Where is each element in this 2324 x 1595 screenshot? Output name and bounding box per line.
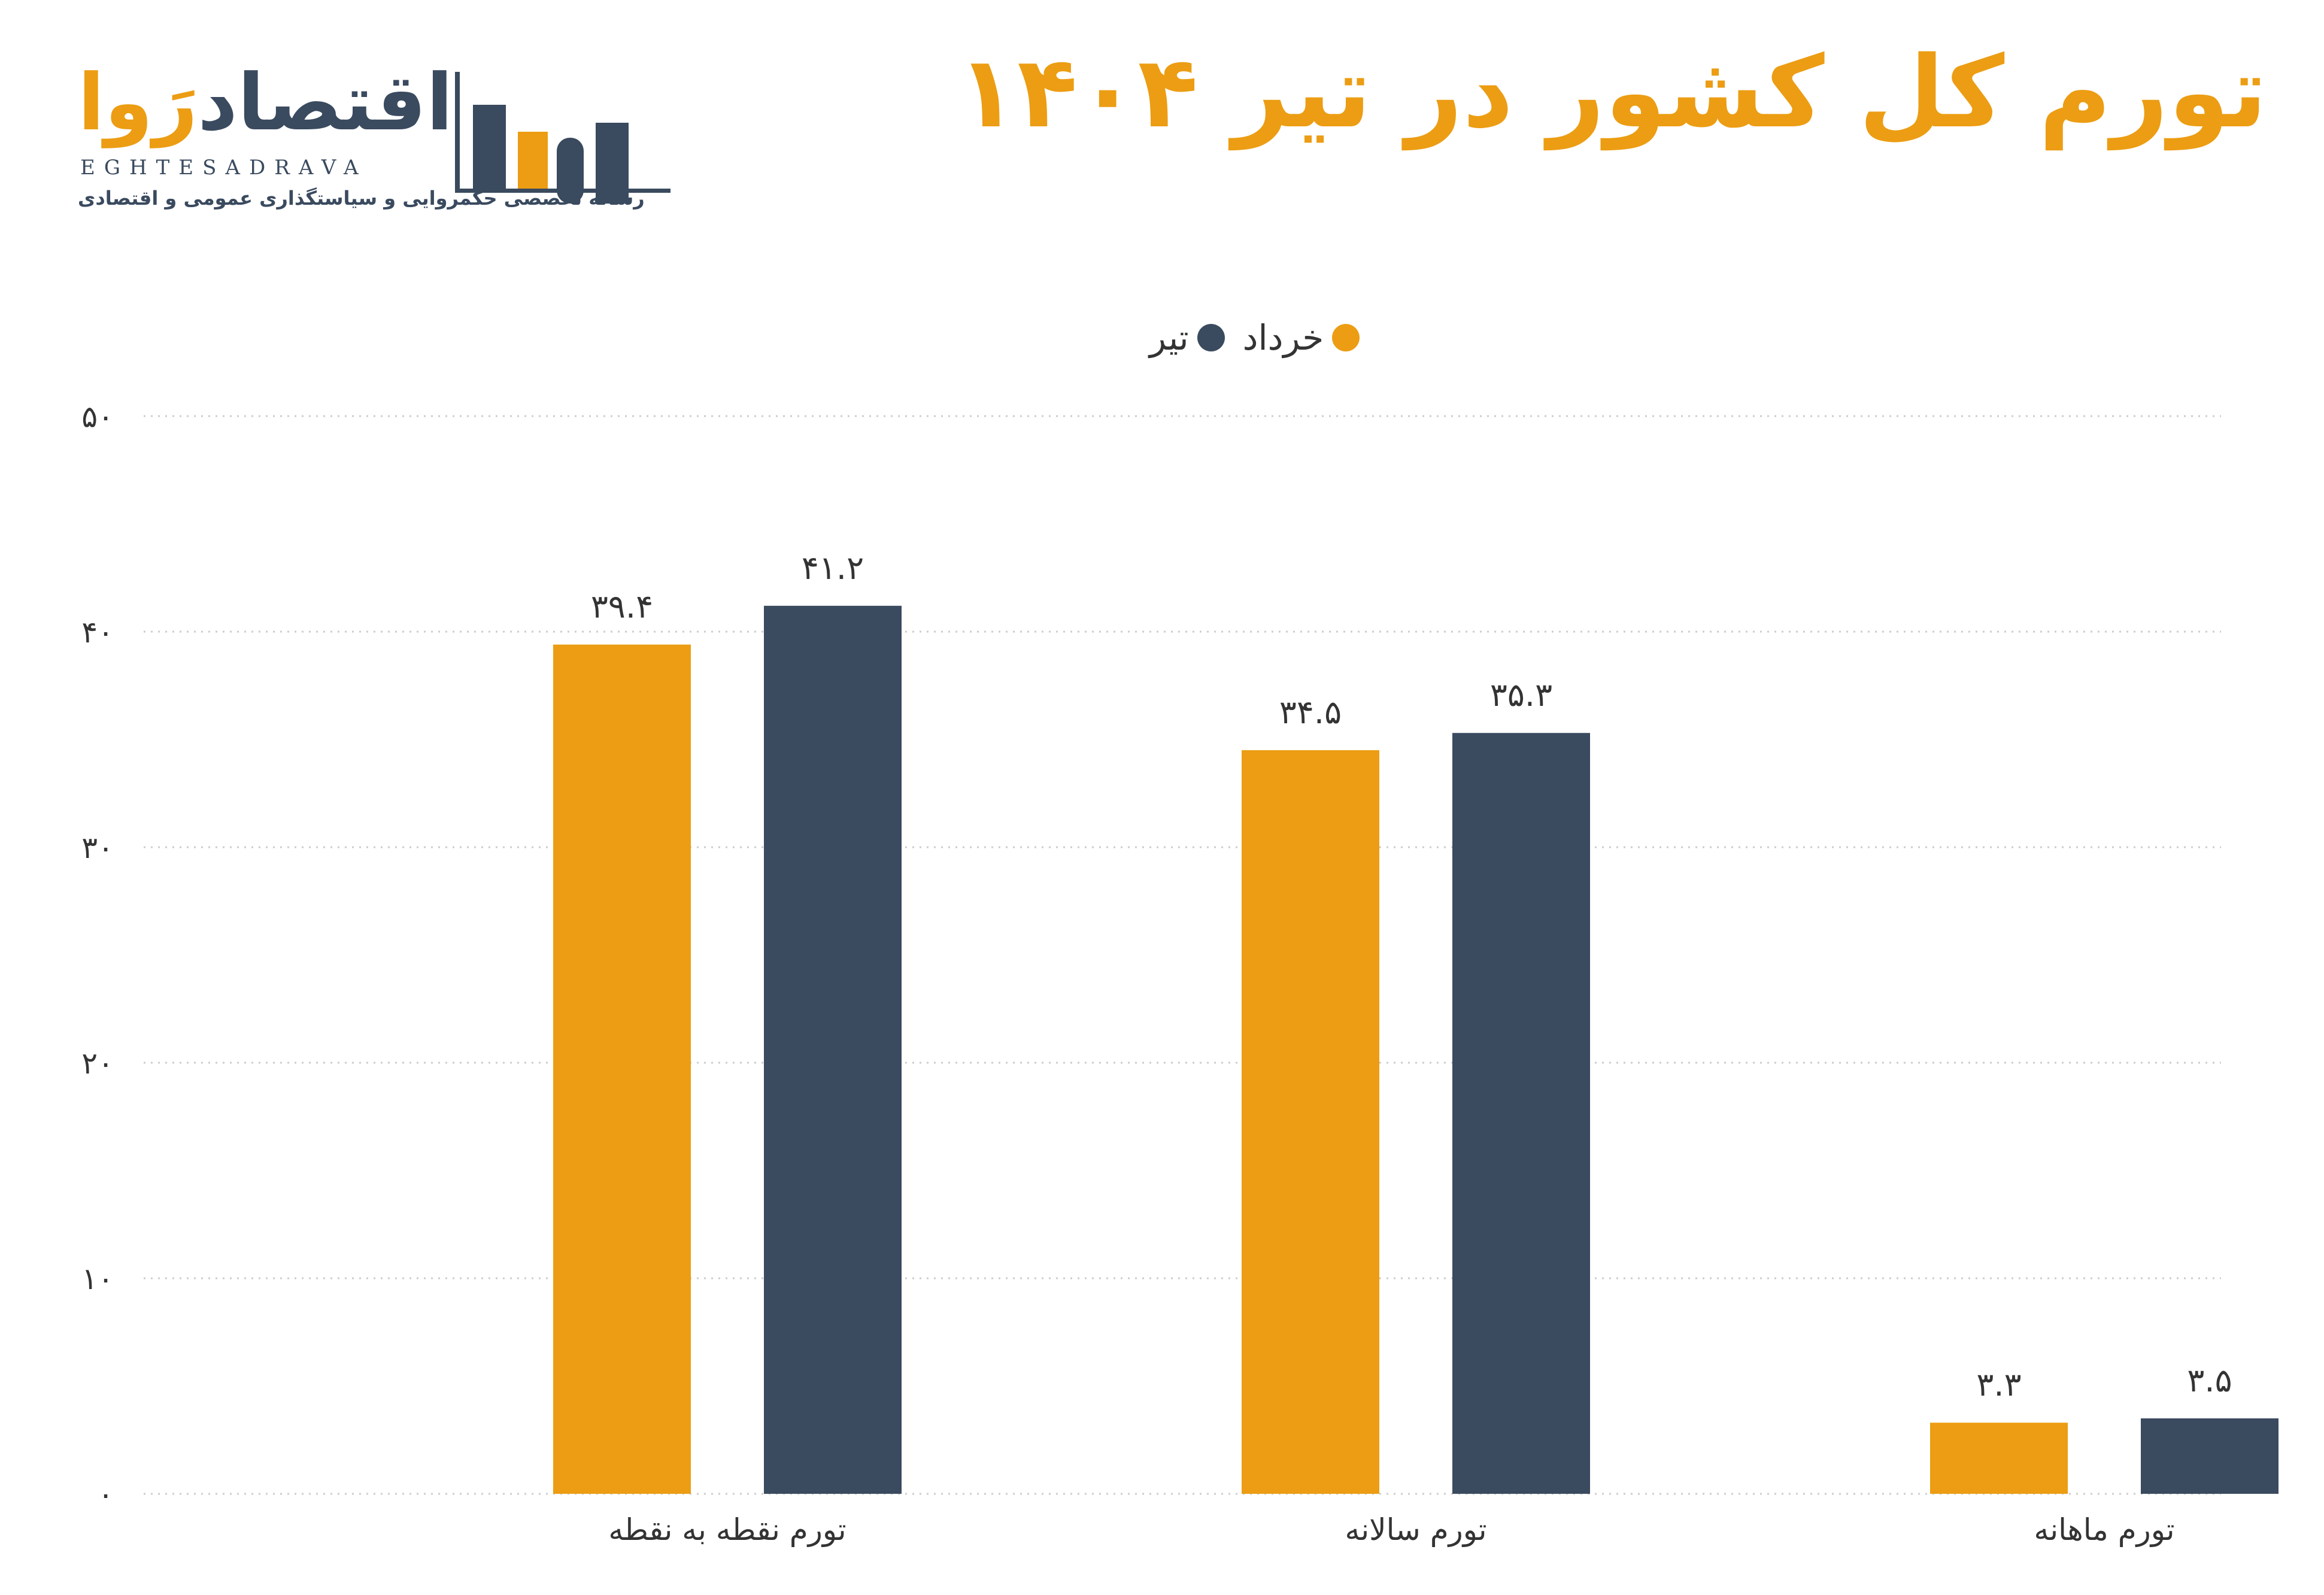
y-tick-label: ۳۰ xyxy=(81,830,114,865)
bar-tir xyxy=(1452,733,1590,1494)
bar-data-label: ۳۹.۴ xyxy=(591,588,653,626)
y-tick-label: ۴۰ xyxy=(81,615,114,650)
bar-tir xyxy=(2141,1418,2279,1494)
bar-khordad xyxy=(1930,1423,2068,1494)
bar-data-label: ۴۱.۲ xyxy=(802,549,864,587)
bar-data-label: ۳.۵ xyxy=(2187,1361,2232,1399)
chart-grid xyxy=(144,415,2221,1495)
legend-label-tir: تیر xyxy=(1149,317,1189,358)
chart-bars xyxy=(553,605,2279,1494)
legend-item-khordad: خرداد xyxy=(1243,317,1360,358)
bar-data-label: ۳.۳ xyxy=(1976,1366,2021,1403)
logo-mark-icon xyxy=(455,72,670,204)
category-label: تورم سالانه xyxy=(1345,1512,1486,1547)
bar-khordad xyxy=(553,644,691,1494)
bar-tir xyxy=(764,605,902,1494)
y-axis: ۰ ۱۰ ۲۰ ۳۰ ۴۰ ۵۰ xyxy=(81,399,114,1512)
page-title: تورم کل کشور در تیر ۱۴۰۴ xyxy=(957,35,2267,150)
logo-latin: EGHTESADRAVA xyxy=(80,156,368,180)
x-axis: تورم نقطه به نقطه تورم سالانه تورم ماهانه xyxy=(608,1512,2174,1547)
category-label: تورم ماهانه xyxy=(2034,1512,2174,1547)
y-tick-label: ۰ xyxy=(98,1477,114,1512)
bar-data-label: ۳۵.۳ xyxy=(1490,676,1552,714)
logo: اقتصادرَوا EGHTESADRAVA رسانه تخصصی حکمر… xyxy=(72,60,670,228)
legend-swatch-khordad xyxy=(1332,324,1360,351)
legend-item-tir: تیر xyxy=(1149,317,1225,358)
bar-khordad xyxy=(1242,750,1379,1494)
chart-data-labels: ۳۹.۴ ۴۱.۲ ۳۴.۵ ۳۵.۳ ۳.۳ ۳.۵ xyxy=(591,549,2232,1403)
logo-word-a: اقتصاد xyxy=(198,57,453,148)
y-tick-label: ۵۰ xyxy=(81,399,114,434)
legend-swatch-tir xyxy=(1197,324,1225,351)
chart-legend: تیر خرداد xyxy=(1149,317,1360,358)
logo-wordmark: اقتصادرَوا xyxy=(78,60,453,145)
logo-word-b: رَوا xyxy=(78,57,198,148)
y-tick-label: ۲۰ xyxy=(81,1046,114,1081)
legend-label-khordad: خرداد xyxy=(1242,317,1324,358)
y-tick-label: ۱۰ xyxy=(81,1262,114,1296)
bar-data-label: ۳۴.۵ xyxy=(1279,693,1342,731)
category-label: تورم نقطه به نقطه xyxy=(608,1512,846,1547)
